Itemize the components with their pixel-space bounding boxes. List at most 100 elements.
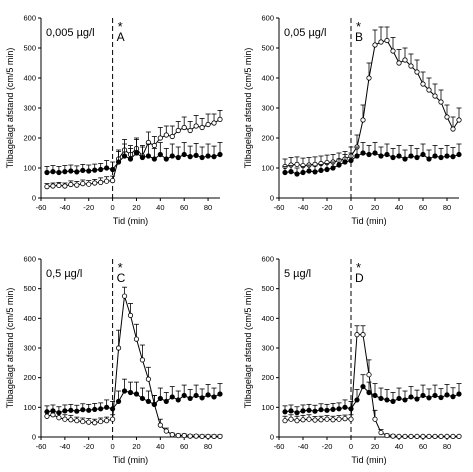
data-point [426,395,432,401]
y-tick-label: 400 [261,74,274,83]
data-point [110,416,116,422]
data-point [378,153,384,159]
data-point [330,417,336,423]
data-point [104,418,110,424]
x-tick-label: 60 [180,203,188,212]
data-point [169,153,175,159]
y-tick-label: 500 [261,284,274,293]
data-point [86,181,92,187]
data-point [336,406,342,412]
data-point [104,178,110,184]
data-point [62,416,68,422]
data-point [98,179,104,185]
data-point [336,416,342,422]
data-point [372,42,378,48]
x-tick-label: -60 [274,203,285,212]
data-point [211,120,217,126]
data-point [217,151,223,158]
data-point [157,395,163,402]
data-point [444,433,450,440]
data-point [44,169,50,176]
data-point [432,392,438,399]
data-point [86,168,92,174]
data-point [187,395,193,402]
x-tick-label: 60 [419,442,427,451]
data-point [56,415,62,421]
concentration-label: 0,005 µg/l [46,27,95,39]
data-point [444,392,450,398]
data-point [294,161,300,167]
data-point [312,417,318,423]
x-axis-label: Tid (min) [351,216,386,226]
y-tick-label: 300 [23,104,36,113]
data-point [121,153,128,159]
data-point [145,398,151,404]
data-point [50,408,56,414]
data-point [68,417,74,423]
data-point [426,156,432,162]
x-tick-label: -20 [322,203,333,212]
data-point [86,407,92,413]
data-point [426,433,432,440]
y-tick-label: 400 [261,314,274,323]
data-point [157,135,163,141]
data-point [354,153,360,159]
x-tick-label: 60 [180,442,188,451]
data-point [396,433,402,440]
data-point [402,156,408,162]
data-point [408,63,414,69]
y-tick-label: 100 [23,403,36,412]
data-point [181,124,187,131]
data-point [110,406,116,412]
data-point [330,406,336,413]
data-point [330,165,336,171]
data-point [104,165,110,171]
x-tick-label: -20 [83,442,94,451]
x-tick-label: 80 [443,442,451,451]
data-point [402,397,408,403]
data-point [306,416,312,422]
data-point [199,124,205,131]
chart-panel-c: 0 100 200 300 400 500 600 -60 -40 -20 0 20 40 60 80 Tid… [5,255,223,465]
data-point [342,159,348,165]
data-point [402,433,408,440]
data-point [288,169,294,175]
series-open [282,325,462,440]
data-point [169,133,175,140]
significance-star: * [118,19,123,34]
data-point [151,401,157,407]
data-point [390,154,396,161]
x-tick-label: -60 [36,203,47,212]
data-point [324,407,330,413]
chart-panel-d: 0 100 200 300 400 500 600 -60 -40 -20 0 20 40 60 80 Tid… [243,255,462,465]
significance-star: * [356,260,361,275]
data-point [80,181,86,187]
data-point [127,389,134,396]
data-point [193,392,199,399]
data-point [414,396,420,402]
y-tick-label: 600 [261,255,274,264]
data-point [396,153,402,159]
x-tick-label: 20 [132,442,140,451]
chart-panel-a: 0 100 200 300 400 500 600 -60 -40 -20 0 20 40 60 80 Tid… [5,14,223,226]
data-point [217,433,223,440]
data-point [420,81,426,87]
data-point [175,127,181,134]
data-point [366,389,372,396]
data-point [139,357,146,363]
data-point [300,408,306,414]
data-point [145,153,151,159]
data-point [384,432,390,439]
data-point [324,416,330,422]
data-point [68,168,74,174]
x-tick-label: -40 [298,442,309,451]
data-point [366,151,372,158]
y-tick-label: 600 [23,14,36,23]
data-point [44,409,50,415]
data-point [110,166,116,173]
y-axis-label: Tilbagelagt afstand (cm/5 min) [243,48,253,169]
data-point [354,332,360,338]
data-point [432,153,438,159]
data-point [205,153,211,159]
x-tick-label: 80 [204,203,212,212]
